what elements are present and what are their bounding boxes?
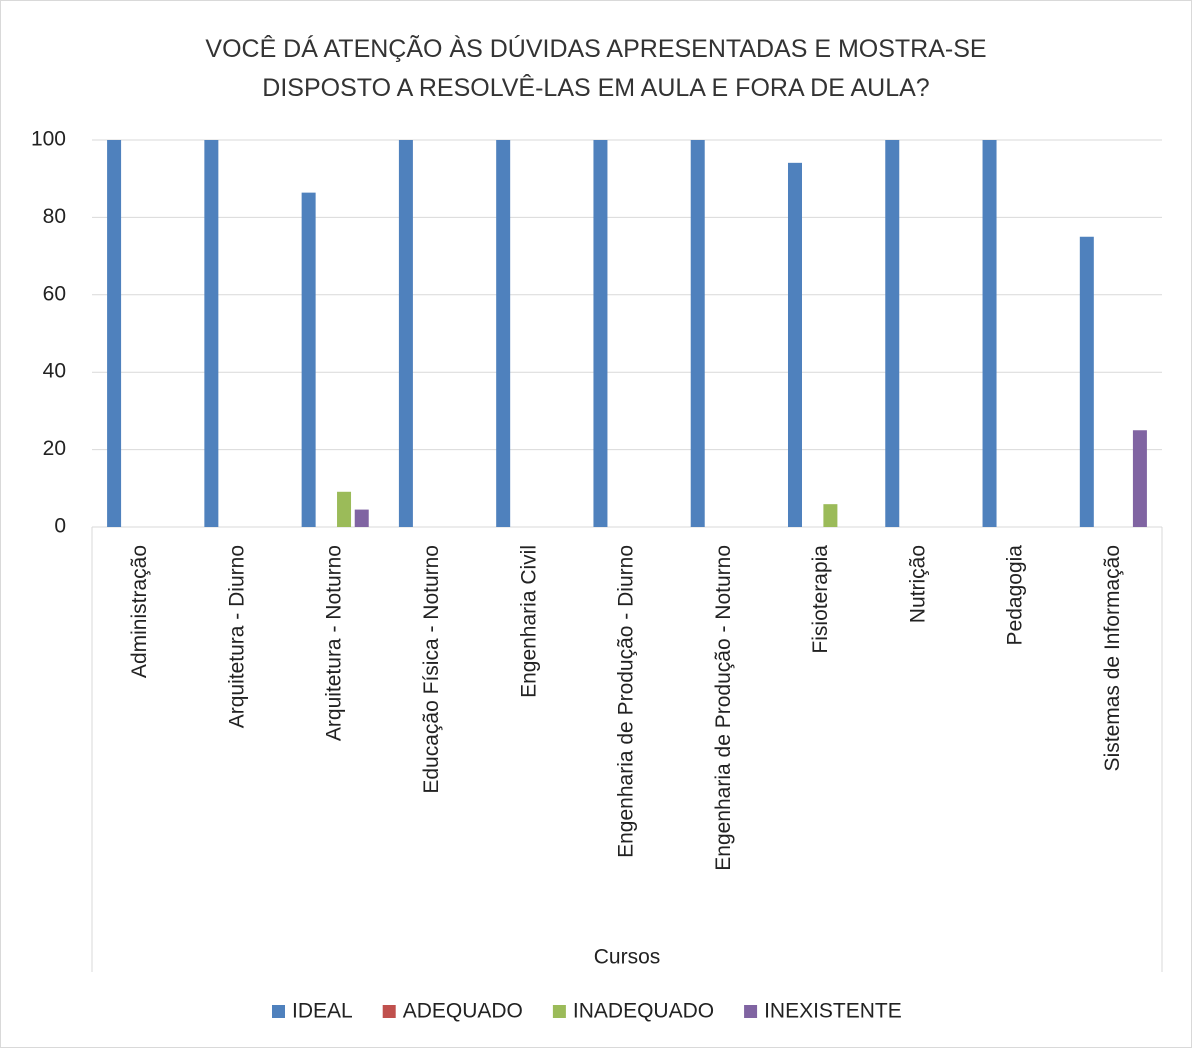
- bar: [337, 491, 352, 527]
- bar: [1132, 430, 1147, 527]
- bar: [204, 140, 219, 527]
- bar: [787, 162, 802, 527]
- bar: [885, 140, 900, 527]
- bar: [496, 140, 511, 527]
- bar: [823, 504, 838, 527]
- title-box: VOCÊ DÁ ATENÇÃO ÀS DÚVIDAS APRESENTADAS …: [0, 30, 1192, 108]
- x-tick-label: Engenharia de Produção - Diurno: [615, 545, 638, 858]
- x-tick-label: Educação Física - Noturno: [420, 545, 443, 794]
- x-tick-label: Sistemas de Informação: [1101, 545, 1124, 771]
- bar: [107, 140, 122, 527]
- legend-swatch: [382, 1005, 396, 1018]
- y-tick-label: 100: [31, 128, 66, 151]
- bar: [354, 509, 369, 527]
- bar: [301, 192, 316, 527]
- x-tick-label: Engenharia de Produção - Noturno: [712, 545, 735, 871]
- x-tick-label: Fisioterapia: [809, 545, 832, 654]
- y-tick-label: 80: [43, 205, 66, 228]
- bar: [982, 140, 997, 527]
- x-tick-label: Engenharia Civil: [517, 545, 540, 698]
- y-tick-label: 60: [43, 282, 66, 305]
- x-tick-label: Nutrição: [906, 545, 929, 623]
- legend-swatch: [744, 1005, 758, 1018]
- y-tick-label: 0: [54, 515, 66, 538]
- bar: [398, 140, 413, 527]
- y-tick-label: 20: [43, 437, 66, 460]
- legend-label: ADEQUADO: [403, 1000, 523, 1023]
- chart-title: VOCÊ DÁ ATENÇÃO ÀS DÚVIDAS APRESENTADAS …: [205, 35, 987, 102]
- legend-label: INEXISTENTE: [764, 1000, 902, 1023]
- legend-swatch: [552, 1005, 566, 1018]
- legend-label: IDEAL: [292, 1000, 353, 1023]
- x-tick-label: Arquitetura - Diurno: [225, 545, 248, 728]
- bar: [690, 140, 705, 527]
- x-axis-label: Cursos: [594, 946, 661, 969]
- y-tick-label: 40: [43, 360, 66, 383]
- legend-swatch: [272, 1005, 285, 1018]
- x-tick-label: Administração: [128, 545, 151, 678]
- bar: [593, 140, 608, 527]
- x-tick-label: Arquitetura - Noturno: [323, 545, 346, 741]
- legend-label: INADEQUADO: [573, 1000, 714, 1023]
- x-tick-label: Pedagogia: [1004, 545, 1027, 646]
- bar: [1079, 236, 1094, 527]
